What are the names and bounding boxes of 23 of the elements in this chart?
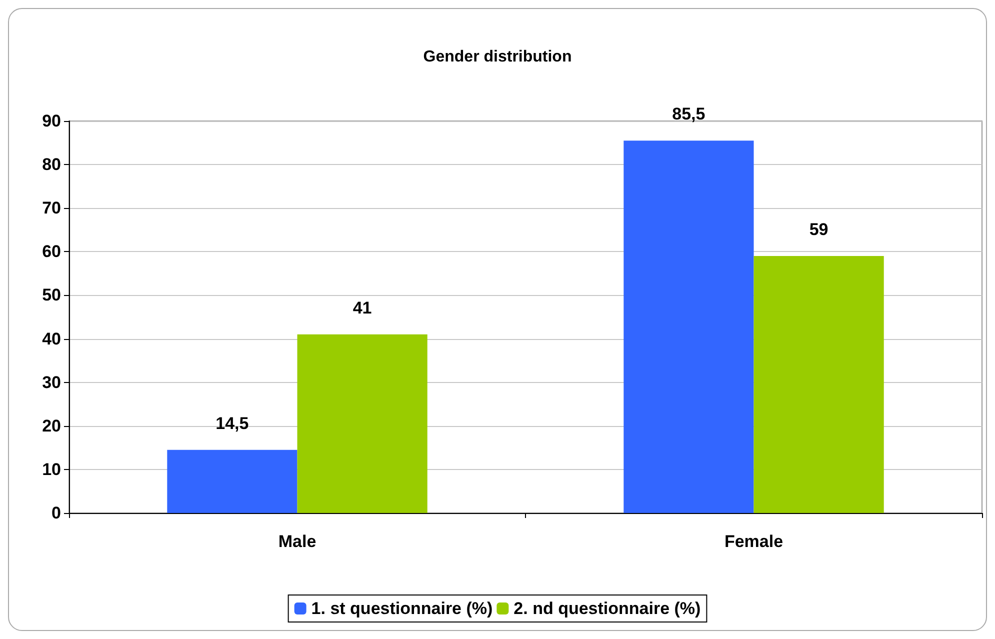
x-tick-label: Male xyxy=(278,532,316,551)
y-tick-label: 80 xyxy=(42,155,61,174)
bar xyxy=(754,256,884,513)
data-label: 41 xyxy=(352,298,372,318)
y-tick-label: 30 xyxy=(42,372,61,392)
y-tick-label: 40 xyxy=(42,329,61,348)
data-label: 85,5 xyxy=(672,104,706,124)
y-tick-label: 70 xyxy=(42,198,61,218)
legend-label: 1. st questionnaire (%) xyxy=(311,599,493,618)
y-tick-label: 20 xyxy=(42,416,61,436)
legend-label: 2. nd questionnaire (%) xyxy=(514,599,701,618)
y-tick-label: 0 xyxy=(52,504,61,522)
y-tick-label: 60 xyxy=(42,242,61,262)
bar xyxy=(624,140,754,513)
bar xyxy=(167,450,298,513)
chart-title: Gender distribution xyxy=(423,48,572,66)
x-tick-label: Female xyxy=(724,532,784,551)
y-tick-label: 50 xyxy=(42,286,61,305)
data-label: 59 xyxy=(809,220,828,240)
data-label: 14,5 xyxy=(216,414,249,433)
y-tick-label: 90 xyxy=(42,112,61,130)
bar xyxy=(297,334,428,513)
y-tick-label: 10 xyxy=(42,460,61,479)
